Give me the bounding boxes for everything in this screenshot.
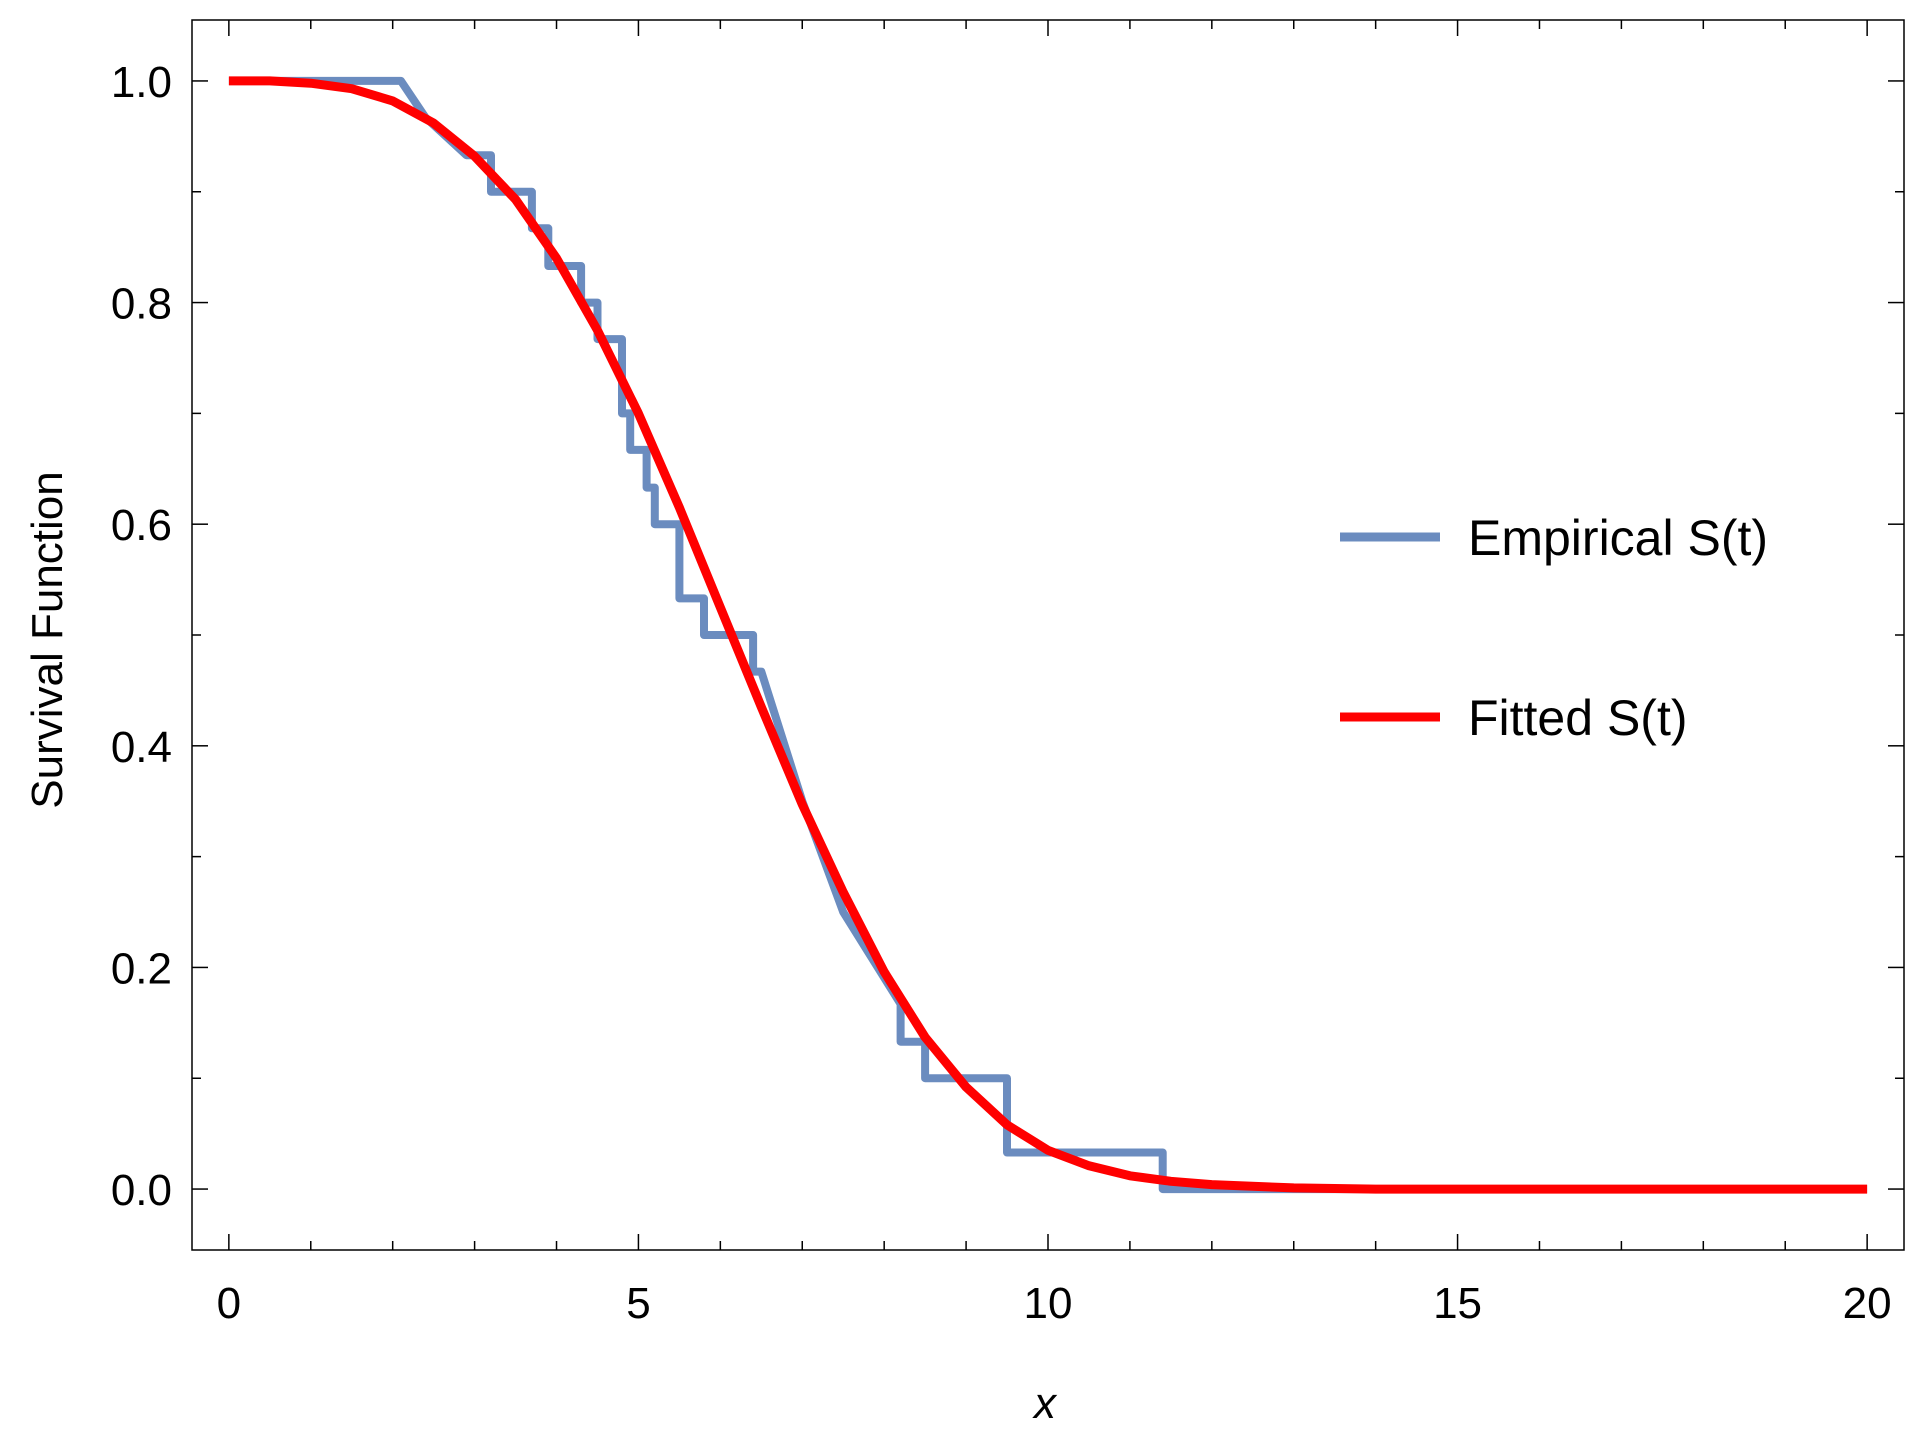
legend: Empirical S(t) Fitted S(t) [1340,510,1768,746]
x-tick-label: 10 [1024,1279,1073,1328]
x-tick-labels: 0 5 10 15 20 [217,1279,1892,1328]
y-tick-label: 0.6 [111,501,172,550]
x-tick-label: 20 [1843,1279,1892,1328]
x-axis-title: x [1032,1379,1058,1428]
y-tick-label: 0.4 [111,723,172,772]
y-tick-label: 0.2 [111,944,172,993]
y-tick-label: 1.0 [111,58,172,107]
y-tick-label: 0.0 [111,1166,172,1215]
x-tick-label: 15 [1433,1279,1482,1328]
legend-label-fitted: Fitted S(t) [1468,690,1687,746]
x-tick-label: 0 [217,1279,241,1328]
legend-label-empirical: Empirical S(t) [1468,510,1768,566]
y-tick-labels: 0.0 0.2 0.4 0.6 0.8 1.0 [111,58,172,1215]
x-tick-label: 5 [626,1279,650,1328]
plot-frame [191,19,1905,1251]
y-axis-title: Survival Function [23,471,72,808]
series-line-fitted [228,76,1868,1194]
series-line-empirical [228,76,1868,1194]
axis-ticks [192,20,1904,1250]
series-layer [228,76,1868,1194]
y-tick-label: 0.8 [111,280,172,329]
